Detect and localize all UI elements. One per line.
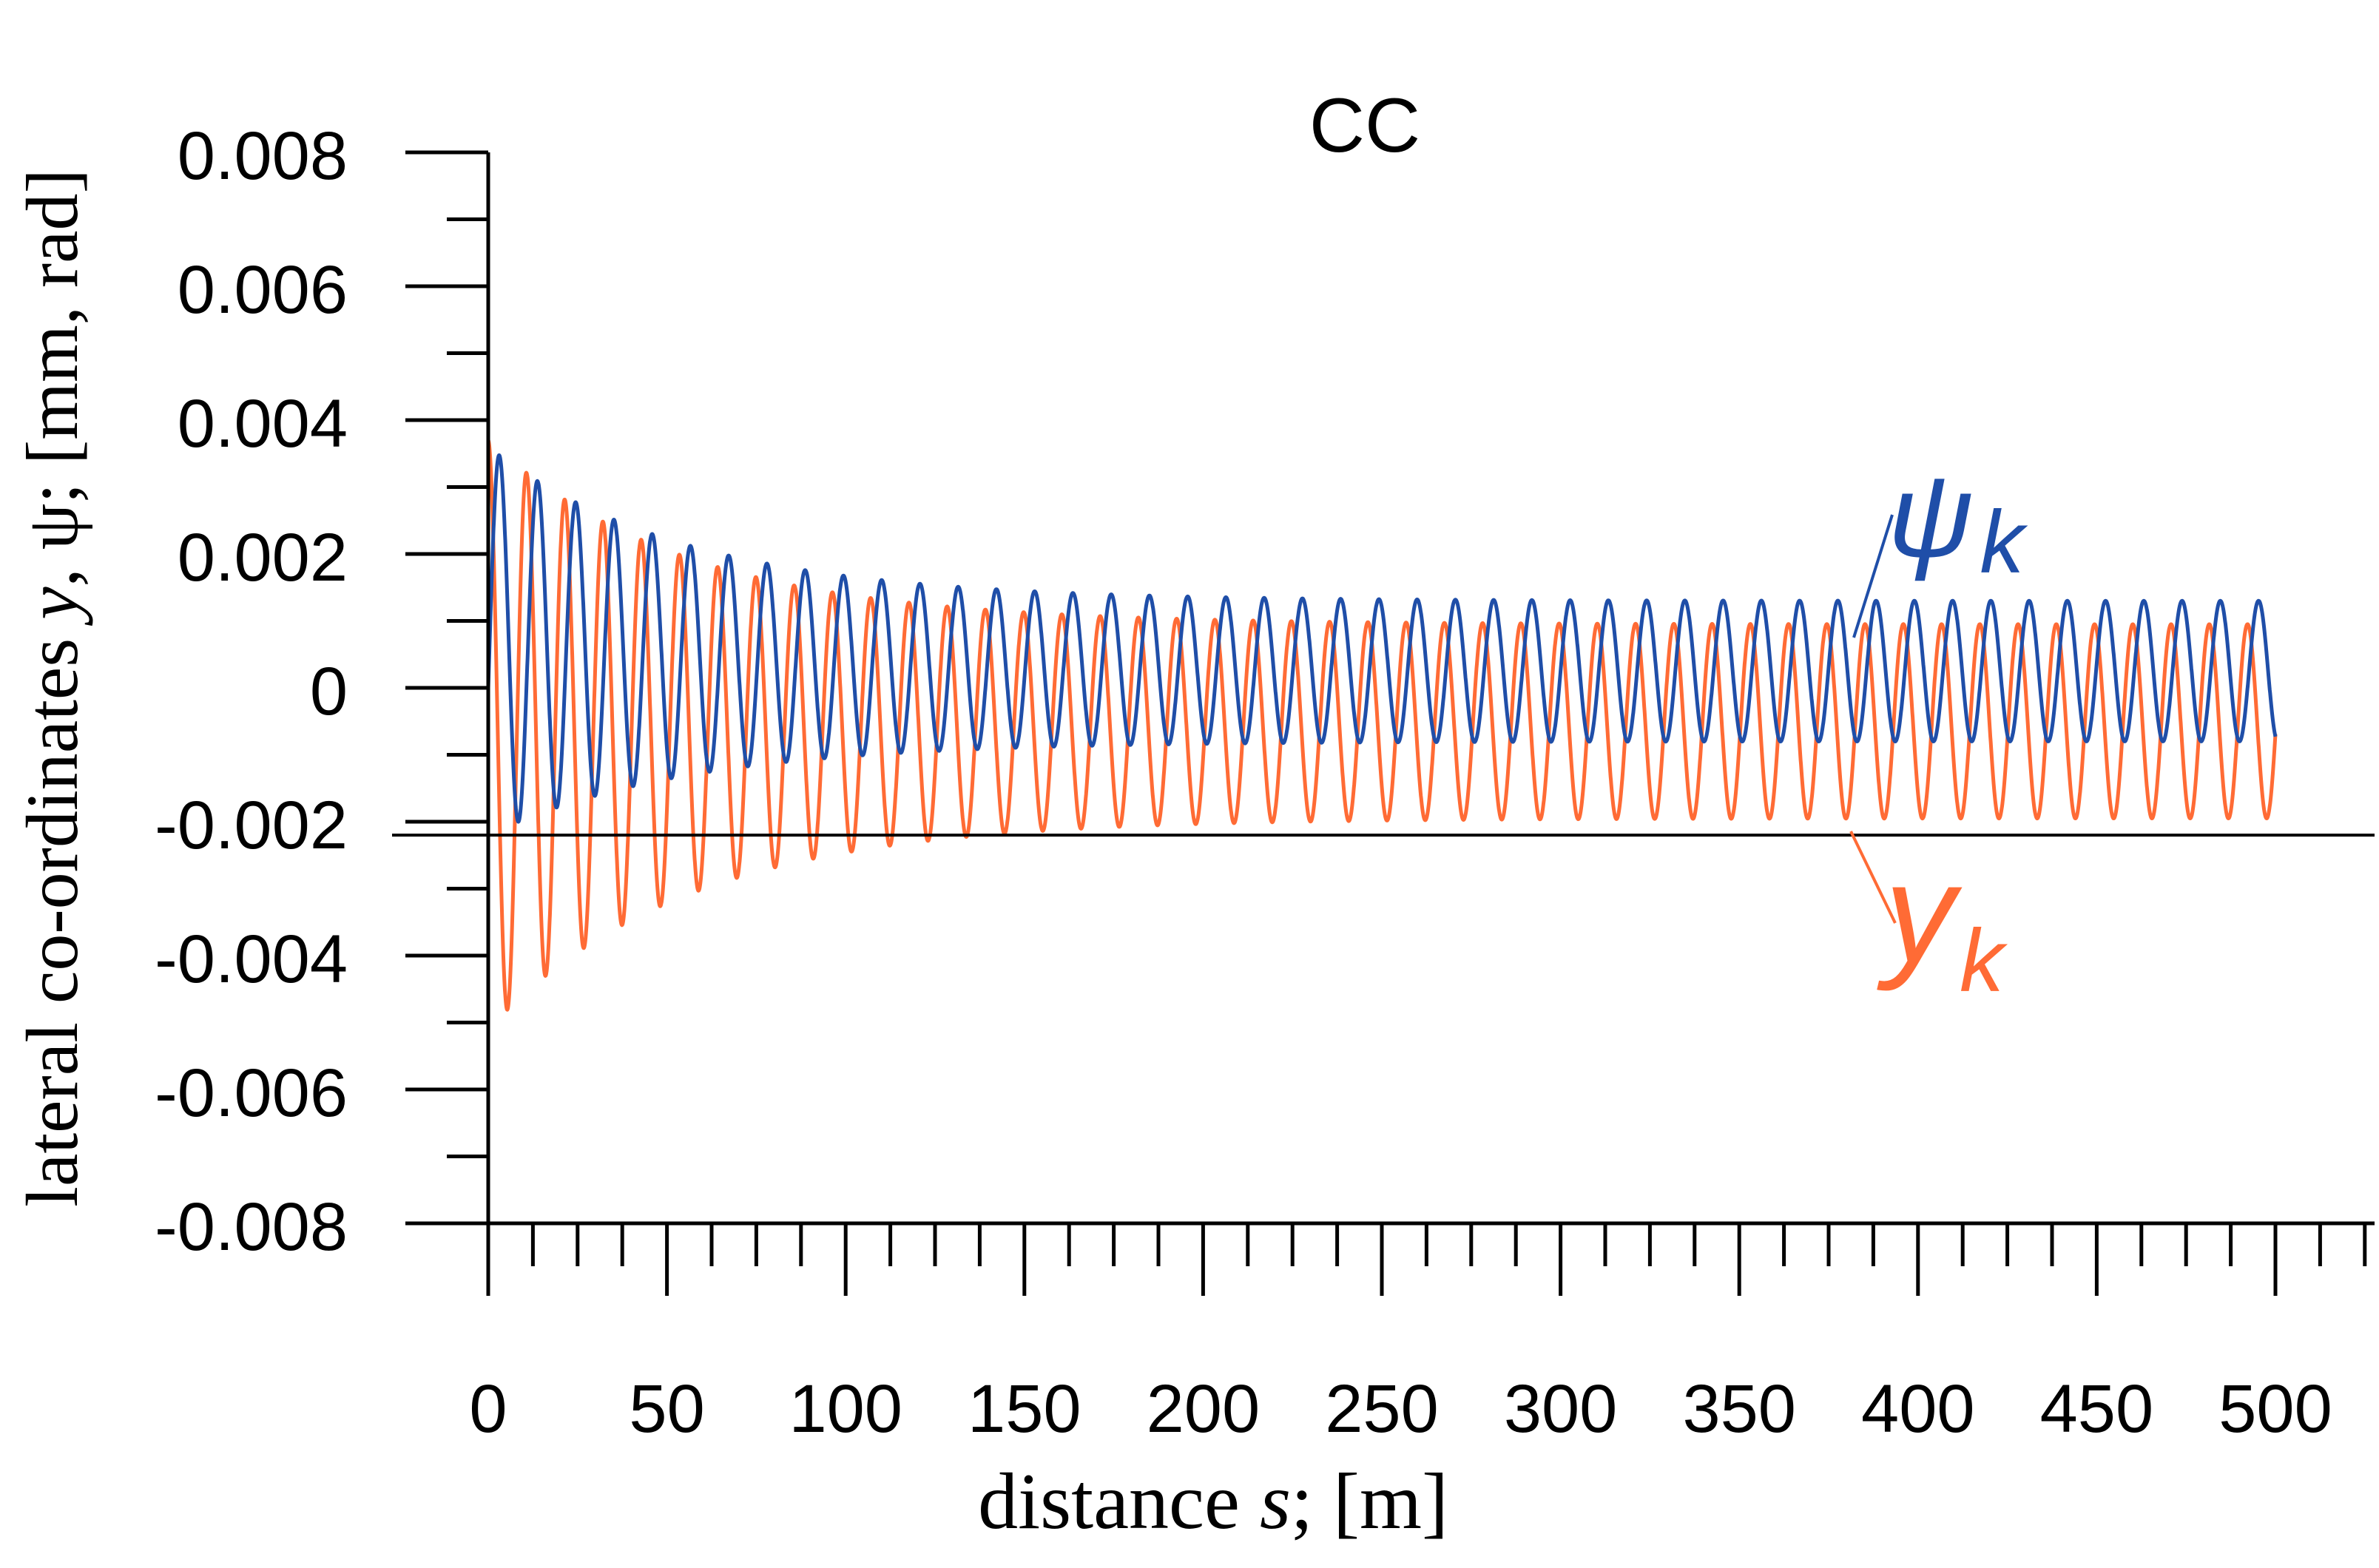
legend-y-leader: [1849, 831, 1897, 924]
x-axis-title: distance s; [m]: [978, 1458, 1448, 1546]
legend-psi-text: ψk: [1888, 449, 2028, 592]
axes-layer: 0.008 0.006 0.004 0.002 0 -0.002 -0.004 -0.006 -…: [155, 118, 2375, 1447]
y-tick-label: 0.008: [178, 118, 348, 194]
x-tick-label: 300: [1504, 1371, 1618, 1447]
y-tick-label: 0.002: [178, 520, 348, 595]
x-tick-label: 200: [1147, 1371, 1261, 1447]
y-tick-label: -0.008: [155, 1189, 348, 1265]
legend-y-text: yk: [1877, 835, 2008, 1010]
legend-psi-leader: [1852, 514, 1894, 638]
x-tick-label: 350: [1682, 1371, 1796, 1447]
labels-layer: CC distance s; [m] lateral co-ordinates …: [11, 83, 2028, 1546]
x-tick-label: 250: [1325, 1371, 1439, 1447]
y-tick-label: 0.006: [178, 252, 348, 328]
legend-y-label: yk: [1849, 831, 2008, 1010]
y-tick-label: -0.004: [155, 922, 348, 997]
x-tick-label: 50: [629, 1371, 704, 1447]
y-tick-label: 0.004: [178, 386, 348, 462]
series-line-psi-k: [486, 453, 2278, 824]
x-tick-label: 400: [1861, 1371, 1975, 1447]
series-layer: [486, 439, 2278, 1012]
x-tick-label: 150: [968, 1371, 1081, 1447]
x-tick-label: 0: [469, 1371, 507, 1447]
y-axis-title: lateral co-ordinates y, ψ; [mm, rad]: [11, 169, 93, 1207]
x-tick-label: 100: [789, 1371, 902, 1447]
series-line-y-k: [486, 439, 2278, 1012]
y-tick-label: -0.002: [155, 788, 348, 863]
y-tick-label: 0: [310, 654, 348, 729]
x-tick-label: 450: [2040, 1371, 2154, 1447]
chart-title: CC: [1309, 83, 1420, 169]
legend-psi-label: ψk: [1852, 449, 2028, 638]
x-tick-label: 500: [2218, 1371, 2332, 1447]
y-tick-label: -0.006: [155, 1055, 348, 1131]
